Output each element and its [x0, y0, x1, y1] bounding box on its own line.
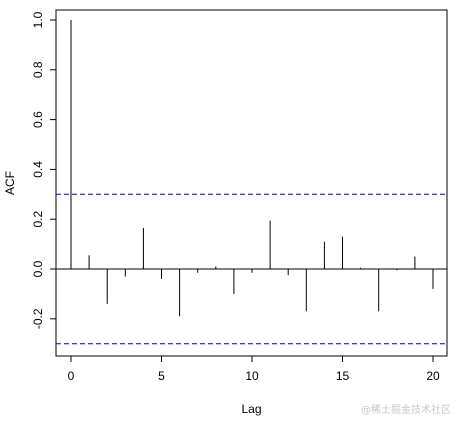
y-tick-label-2: 0.2: [31, 211, 45, 228]
plot-layer: 0 5 10 15 20 -0.2 0.0 0.2 0.4 0.6 0.8 1.0: [31, 9, 448, 383]
y-tick-label-3: 0.4: [31, 161, 45, 178]
x-tick-label-5: 5: [158, 369, 165, 383]
y-tick-label-4: 0.6: [31, 111, 45, 128]
y-tick-label-5: 0.8: [31, 61, 45, 78]
y-tick-label-0: -0.2: [31, 308, 45, 329]
y-axis-label: ACF: [3, 171, 17, 195]
plot-frame: [55, 9, 448, 357]
x-tick-label-10: 10: [245, 369, 259, 383]
x-tick-label-20: 20: [426, 369, 440, 383]
y-tick-label-6: 1.0: [31, 11, 45, 28]
x-axis-label: Lag: [241, 402, 261, 416]
x-tick-label-0: 0: [68, 369, 75, 383]
y-tick-label-1: 0.0: [31, 260, 45, 277]
watermark: @稀土掘金技术社区: [361, 405, 451, 416]
x-tick-label-15: 15: [336, 369, 350, 383]
